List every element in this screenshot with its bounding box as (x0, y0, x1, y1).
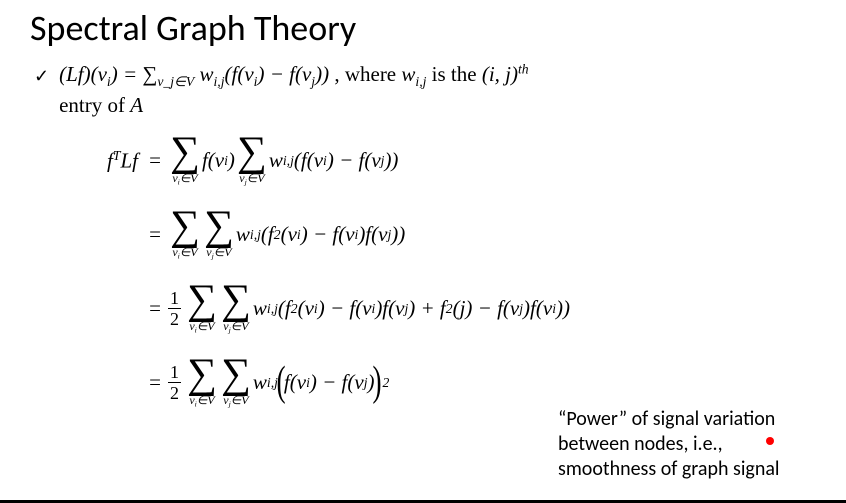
t: ) − f(v (327, 148, 381, 173)
t: )) (384, 148, 398, 173)
t: 2 (382, 375, 389, 391)
rhs-2: ∑vi∈V ∑vj∈V wi,j(f2(vi) − f(vi)f(vj)) (168, 209, 405, 260)
t: ) + f (408, 296, 446, 321)
t: (v (298, 296, 314, 321)
sigma-icon: ∑vi∈V (170, 135, 200, 186)
t: i,j (267, 301, 278, 317)
t: ) − f(v (310, 370, 364, 395)
t: 1 (168, 289, 181, 307)
derivation: fTLf = ∑vi∈V f(vi) ∑vj∈V wi,j(f(vi) − f(… (66, 126, 816, 418)
t: w (253, 296, 267, 321)
t: w (236, 222, 250, 247)
equals: = (142, 222, 168, 247)
eq-row-2: = ∑vi∈V ∑vj∈V wi,j(f2(vi) − f(vi)f(vj)) (66, 200, 816, 270)
t: , where (334, 62, 401, 86)
t: (f(v (225, 62, 254, 86)
sigma-icon: ∑vj∈V (237, 135, 267, 186)
t: (f (278, 296, 291, 321)
t: 2 (446, 301, 453, 317)
t: Lf (120, 148, 138, 172)
rhs-4: 12 ∑vi∈V ∑vj∈V wi,j ( f(vi) − f(vj) ) 2 (168, 357, 389, 408)
t: 1 (168, 363, 181, 381)
definition-text: (Lf)(vi) = ∑v_j∈V wi,j(f(vi) − f(vj)) , … (59, 60, 529, 120)
t: )) (391, 222, 405, 247)
sigma-icon: ∑vj∈V (204, 209, 234, 260)
t: (i, j) (482, 62, 518, 86)
t: )) (315, 62, 329, 86)
equals: = (142, 370, 168, 395)
t: 2 (168, 384, 181, 402)
slide-title: Spectral Graph Theory (30, 6, 816, 50)
t: 2 (168, 310, 181, 328)
t: 2 (291, 301, 298, 317)
t: )f(v (358, 222, 387, 247)
t: ) = ∑ (111, 62, 158, 86)
eq-row-3: = 12 ∑vi∈V ∑vj∈V wi,j(f2(vi) − f(vi)f(vj… (66, 274, 816, 344)
t: f(v (284, 370, 306, 395)
t: smoothness of graph signal (558, 457, 780, 481)
t: between nodes, i.e., (558, 432, 723, 456)
left-paren-icon: ( (276, 368, 285, 397)
t: 2 (274, 227, 281, 243)
t: ) − f(v (318, 296, 372, 321)
eq-row-1: fTLf = ∑vi∈V f(vi) ∑vj∈V wi,j(f(vi) − f(… (66, 126, 816, 196)
check-icon: ✓ (34, 66, 49, 87)
bullet-line: ✓ (Lf)(vi) = ∑v_j∈V wi,j(f(vi) − f(vj)) … (34, 60, 816, 120)
t: (j) − f(v (453, 296, 520, 321)
annotation-text: “Power” of signal variation between node… (558, 407, 818, 482)
t: (Lf)(v (59, 62, 107, 86)
t: )) (556, 296, 570, 321)
t: f(v (202, 148, 224, 173)
one-half: 12 (168, 289, 181, 328)
t: (f(v (294, 148, 323, 173)
sigma-icon: ∑vi∈V (187, 357, 217, 408)
t: th (518, 62, 529, 77)
equals: = (142, 296, 168, 321)
t: )f(v (375, 296, 404, 321)
t: “Power” of signal variation (558, 407, 775, 431)
right-paren-icon: ) (373, 368, 382, 397)
t: i,j (214, 74, 225, 89)
sigma-icon: ∑vj∈V (221, 357, 251, 408)
t: entry of (59, 93, 130, 117)
t: (v (281, 222, 297, 247)
t: w (401, 62, 415, 86)
rhs-3: 12 ∑vi∈V ∑vj∈V wi,j(f2(vi) − f(vi)f(vj) … (168, 283, 570, 334)
sigma-icon: ∑vi∈V (170, 209, 200, 260)
slide: Spectral Graph Theory ✓ (Lf)(vi) = ∑v_j∈… (0, 0, 846, 503)
t: A (130, 93, 143, 117)
one-half: 12 (168, 363, 181, 402)
sigma-icon: ∑vi∈V (187, 283, 217, 334)
t: v_j∈V (157, 74, 194, 89)
t: i,j (415, 74, 426, 89)
t: )f(v (523, 296, 552, 321)
lhs: fTLf (66, 148, 142, 174)
t: w (253, 370, 267, 395)
t: i,j (250, 227, 261, 243)
laser-pointer-icon (766, 437, 774, 445)
t: ) (228, 148, 235, 173)
rhs-1: ∑vi∈V f(vi) ∑vj∈V wi,j(f(vi) − f(vj)) (168, 135, 398, 186)
t: is the (426, 62, 481, 86)
t: i,j (283, 153, 294, 169)
t: w (269, 148, 283, 173)
equals: = (142, 148, 168, 173)
t: w (194, 62, 213, 86)
t: ) − f(v (257, 62, 311, 86)
t: (f (261, 222, 274, 247)
t: ) − f(v (301, 222, 355, 247)
sigma-icon: ∑vj∈V (221, 283, 251, 334)
